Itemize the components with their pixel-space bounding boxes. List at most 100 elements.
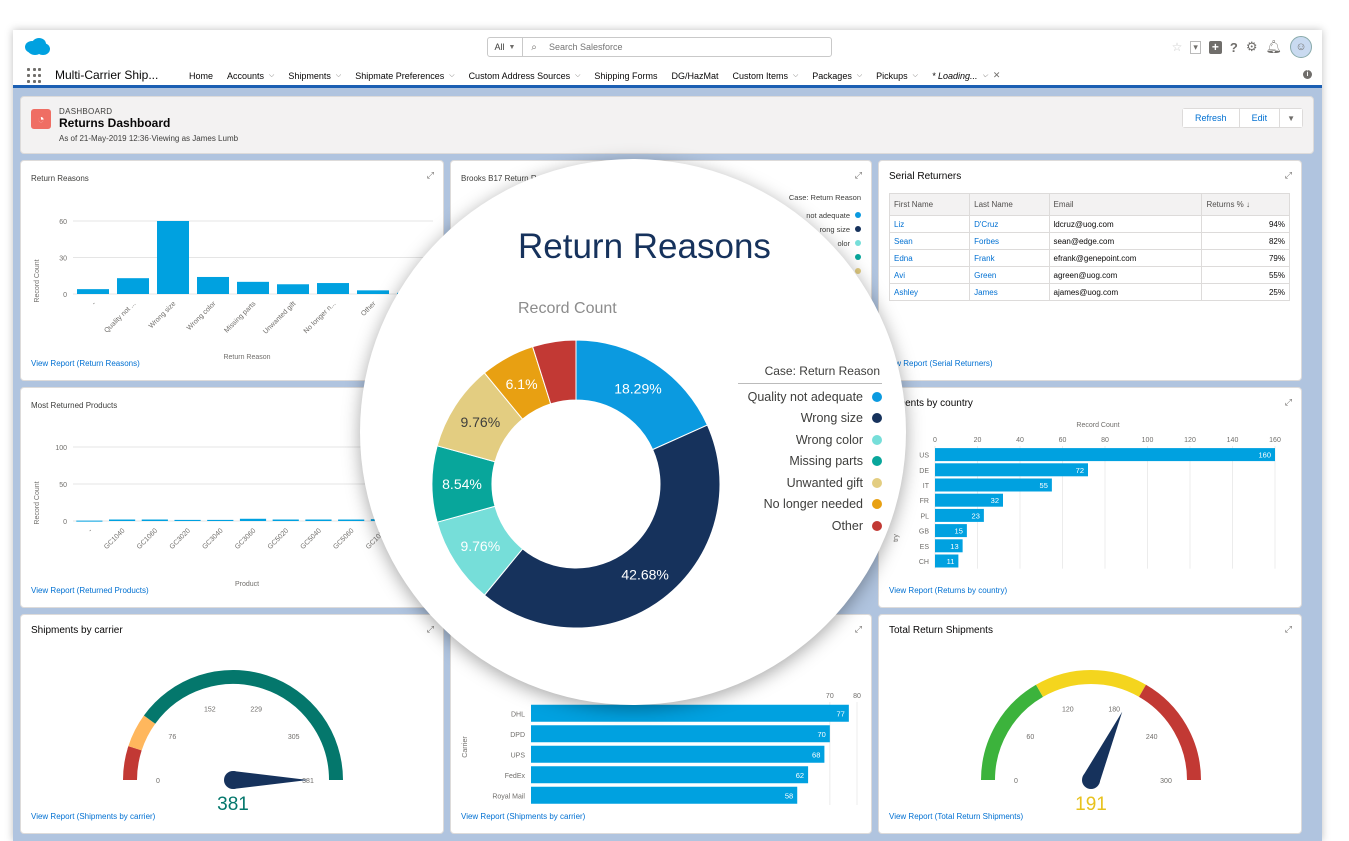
app-launcher-icon[interactable] <box>27 68 43 84</box>
expand-icon[interactable]: ⤢ <box>426 170 434 180</box>
user-avatar[interactable]: ☺ <box>1290 36 1312 58</box>
nav-item-dg-hazmat[interactable]: DG/HazMat <box>671 70 718 81</box>
view-report-link[interactable]: View Report (Shipments by carrier) <box>461 812 586 821</box>
legend-item[interactable]: Missing parts <box>720 451 882 473</box>
column-header[interactable]: Returns % ↓ <box>1201 193 1290 216</box>
last-name-cell[interactable]: Green <box>969 266 1050 284</box>
bar[interactable] <box>935 478 1052 492</box>
bar[interactable] <box>272 519 299 521</box>
nav-item-shipmate-preferences[interactable]: Shipmate Preferences ⌵ <box>355 70 454 81</box>
nav-item-custom-items[interactable]: Custom Items ⌵ <box>732 70 798 81</box>
legend-item[interactable]: Other <box>720 515 882 537</box>
expand-icon[interactable]: ⤢ <box>854 170 862 180</box>
bar[interactable] <box>935 554 959 568</box>
bar[interactable] <box>157 221 189 294</box>
salesforce-logo-icon[interactable] <box>23 37 51 56</box>
first-name-cell[interactable]: Edna <box>888 249 970 267</box>
view-report-link[interactable]: View Report (Return Reasons) <box>31 359 140 368</box>
bar[interactable] <box>935 524 967 538</box>
bar[interactable] <box>277 284 309 294</box>
tab-loading[interactable]: * Loading... ⌵ ✕ <box>932 70 1000 81</box>
search-scope-select[interactable]: All ▼ <box>488 38 523 56</box>
info-icon[interactable]: i <box>1303 70 1312 79</box>
bar[interactable] <box>197 276 229 294</box>
setup-gear-icon[interactable]: ⚙ <box>1245 39 1258 54</box>
column-header[interactable]: Email <box>1048 193 1203 216</box>
expand-icon[interactable]: ⤢ <box>1284 624 1292 634</box>
first-name-cell[interactable]: Avi <box>888 266 970 284</box>
legend-item[interactable]: Unwanted gift <box>720 472 882 494</box>
bar[interactable] <box>338 519 365 521</box>
last-name-cell[interactable]: D'Cruz <box>969 215 1050 233</box>
favorites-star-icon[interactable]: ☆ <box>1171 40 1183 54</box>
nav-item-shipments[interactable]: Shipments ⌵ <box>288 70 341 81</box>
last-name-cell[interactable]: Forbes <box>969 232 1050 250</box>
bar[interactable] <box>935 508 984 522</box>
bar[interactable] <box>935 448 1275 462</box>
chevron-down-icon[interactable]: ⌵ <box>982 71 988 79</box>
donut-slice[interactable] <box>483 424 721 629</box>
last-name-cell[interactable]: James <box>969 283 1050 301</box>
view-report-link[interactable]: View Report (Returns by country) <box>889 586 1008 595</box>
bar[interactable] <box>531 704 849 722</box>
last-name-cell[interactable]: Frank <box>969 249 1050 267</box>
bar[interactable] <box>174 519 201 521</box>
close-tab-icon[interactable]: ✕ <box>992 70 1001 80</box>
chevron-down-icon[interactable]: ⌵ <box>912 71 918 79</box>
nav-item-custom-address-sources[interactable]: Custom Address Sources ⌵ <box>469 70 581 81</box>
bar[interactable] <box>237 281 269 294</box>
bar[interactable] <box>357 290 389 294</box>
bar[interactable] <box>76 520 103 522</box>
donut-slice[interactable] <box>531 339 577 405</box>
favorites-dropdown-icon[interactable]: ▾ <box>1190 40 1201 54</box>
bar[interactable] <box>117 278 149 294</box>
expand-icon[interactable]: ⤢ <box>854 624 862 634</box>
bar[interactable] <box>935 539 963 553</box>
legend-item[interactable]: Wrong size <box>720 408 882 430</box>
notifications-bell-icon[interactable]: 🔔︎ <box>1265 39 1282 54</box>
chevron-down-icon[interactable]: ⌵ <box>856 71 863 79</box>
bar[interactable] <box>935 493 1003 507</box>
legend-item[interactable]: Wrong color <box>720 429 882 451</box>
expand-icon[interactable]: ⤢ <box>1284 170 1292 180</box>
bar[interactable] <box>531 725 830 743</box>
expand-icon[interactable]: ⤢ <box>426 624 434 634</box>
bar[interactable] <box>77 289 109 294</box>
column-header[interactable]: First Name <box>888 193 971 216</box>
global-create-icon[interactable]: + <box>1208 40 1222 54</box>
help-icon[interactable]: ? <box>1229 39 1238 55</box>
nav-item-packages[interactable]: Packages ⌵ <box>812 70 862 81</box>
legend-item[interactable]: No longer needed <box>720 494 882 516</box>
bar[interactable] <box>317 283 349 294</box>
nav-item-pickups[interactable]: Pickups ⌵ <box>876 70 918 81</box>
chevron-down-icon[interactable]: ⌵ <box>449 71 455 79</box>
nav-item-home[interactable]: Home <box>189 70 213 81</box>
bar[interactable] <box>207 519 234 521</box>
refresh-button[interactable]: Refresh <box>1183 109 1240 127</box>
legend-item[interactable]: Quality not adequate <box>720 386 882 408</box>
first-name-cell[interactable]: Liz <box>888 215 970 233</box>
expand-icon[interactable]: ⤢ <box>1284 397 1292 407</box>
search-input[interactable] <box>545 38 831 56</box>
more-actions-button[interactable]: ▼ <box>1280 109 1302 127</box>
column-header[interactable]: Last Name <box>969 193 1050 216</box>
bar[interactable] <box>141 519 168 521</box>
first-name-cell[interactable]: Sean <box>888 232 970 250</box>
chevron-down-icon[interactable]: ⌵ <box>269 71 275 79</box>
chevron-down-icon[interactable]: ⌵ <box>335 71 342 79</box>
bar[interactable] <box>109 519 136 521</box>
chevron-down-icon[interactable]: ⌵ <box>792 71 799 79</box>
first-name-cell[interactable]: Ashley <box>888 283 970 301</box>
bar[interactable] <box>531 745 825 763</box>
bar[interactable] <box>531 786 798 804</box>
nav-item-accounts[interactable]: Accounts ⌵ <box>227 70 274 81</box>
bar[interactable] <box>239 518 267 521</box>
bar[interactable] <box>305 519 332 521</box>
chevron-down-icon[interactable]: ⌵ <box>575 71 581 79</box>
bar[interactable] <box>935 463 1088 477</box>
bar[interactable] <box>531 766 809 784</box>
view-report-link[interactable]: View Report (Total Return Shipments) <box>889 812 1024 821</box>
edit-button[interactable]: Edit <box>1239 109 1281 127</box>
view-report-link[interactable]: View Report (Shipments by carrier) <box>31 812 156 821</box>
view-report-link[interactable]: View Report (Returned Products) <box>31 586 149 595</box>
